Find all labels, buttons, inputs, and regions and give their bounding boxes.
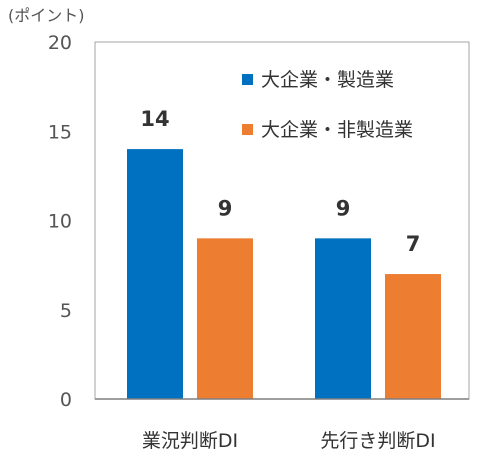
legend-entry: 大企業・非製造業 bbox=[261, 119, 413, 141]
data-label: 9 bbox=[336, 196, 351, 220]
legend-swatch bbox=[242, 124, 253, 135]
legend-swatch bbox=[242, 74, 253, 85]
y-tick-label: 15 bbox=[48, 121, 72, 143]
bars bbox=[127, 149, 441, 399]
x-category-label: 業況判断DI bbox=[142, 430, 238, 452]
data-label: 14 bbox=[140, 107, 169, 131]
bar bbox=[315, 238, 371, 399]
y-tick-label: 20 bbox=[48, 32, 72, 54]
y-axis-ticks: 0 5 10 15 20 bbox=[48, 32, 72, 411]
data-label: 7 bbox=[406, 232, 421, 256]
data-labels: 14 9 9 7 bbox=[140, 107, 420, 256]
data-label: 9 bbox=[218, 196, 233, 220]
bar bbox=[197, 238, 253, 399]
y-tick-label: 5 bbox=[60, 300, 72, 322]
legend-entry: 大企業・製造業 bbox=[261, 69, 394, 91]
x-category-label: 先行き判断DI bbox=[320, 430, 435, 452]
bar bbox=[127, 149, 183, 399]
y-tick-label: 10 bbox=[48, 211, 72, 233]
y-unit-label: (ポイント) bbox=[8, 6, 85, 25]
bar bbox=[385, 274, 441, 399]
x-axis-categories: 業況判断DI 先行き判断DI bbox=[142, 430, 436, 452]
y-tick-label: 0 bbox=[60, 389, 72, 411]
